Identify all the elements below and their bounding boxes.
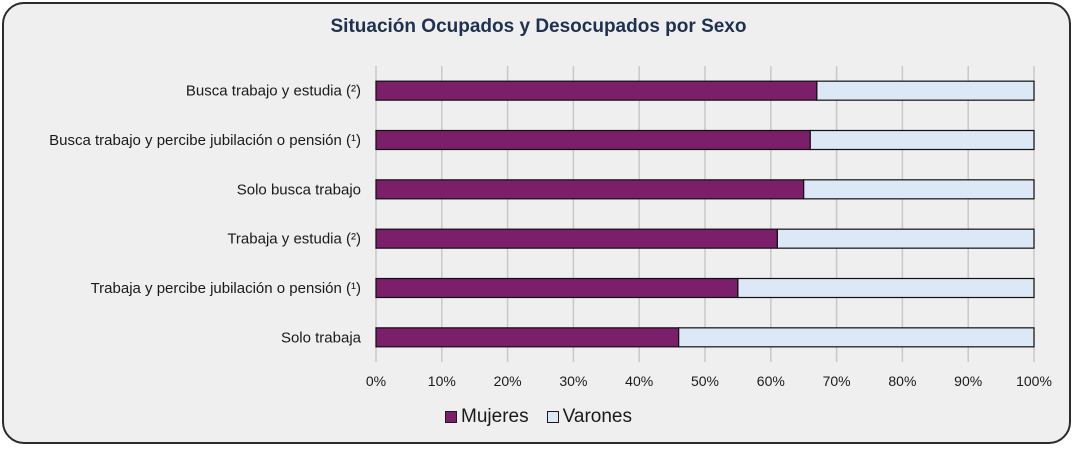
x-tick-label: 90% bbox=[954, 373, 982, 389]
bar-mujeres-5 bbox=[375, 327, 680, 348]
x-tick-label: 100% bbox=[1016, 373, 1052, 389]
legend-item-mujeres: Mujeres bbox=[445, 406, 529, 428]
bar-mujeres-1 bbox=[375, 129, 811, 151]
category-label: Solo trabaja bbox=[281, 329, 362, 346]
x-tick-label: 20% bbox=[494, 373, 522, 389]
legend-swatch-varones bbox=[546, 411, 559, 423]
category-label: Solo busca trabajo bbox=[237, 181, 361, 198]
category-label: Busca trabajo y percibe jubilación o pen… bbox=[49, 132, 361, 149]
legend-swatch-mujeres bbox=[445, 411, 458, 423]
legend: Mujeres Varones bbox=[0, 406, 1077, 428]
bar-mujeres-3 bbox=[375, 228, 778, 249]
category-label: Trabaja y estudia (²) bbox=[227, 231, 361, 248]
x-tick-label: 70% bbox=[823, 373, 851, 389]
legend-item-varones: Varones bbox=[546, 406, 632, 428]
x-tick-label: 10% bbox=[428, 373, 456, 389]
x-tick-label: 80% bbox=[888, 373, 916, 389]
gridlines bbox=[375, 66, 1035, 362]
chart-title: Situación Ocupados y Desocupados por Sex… bbox=[330, 16, 747, 37]
bar-varones-1 bbox=[809, 129, 1035, 151]
legend-label-mujeres: Mujeres bbox=[461, 406, 529, 427]
x-tick-label: 60% bbox=[757, 373, 785, 389]
x-tick-label: 0% bbox=[366, 373, 386, 389]
x-tick-label: 50% bbox=[691, 373, 719, 389]
bar-mujeres-0 bbox=[375, 80, 818, 101]
bar-mujeres-4 bbox=[375, 277, 739, 299]
bar-varones-3 bbox=[776, 228, 1035, 249]
bar-varones-0 bbox=[816, 80, 1035, 101]
chart-frame bbox=[2, 2, 1071, 444]
category-label: Busca trabajo y estudia (²) bbox=[186, 83, 361, 100]
x-tick-label: 30% bbox=[559, 373, 587, 389]
x-axis-ticks: 0% 10% 20% 30% 40% 50% 60% 70% 80% 90% 100% bbox=[366, 373, 1052, 389]
bar-varones-4 bbox=[737, 277, 1035, 299]
category-labels: Busca trabajo y estudia (²) Busca trabajo… bbox=[49, 83, 361, 347]
bars bbox=[375, 80, 1035, 348]
bar-varones-5 bbox=[678, 327, 1035, 348]
x-tick-label: 40% bbox=[625, 373, 653, 389]
bar-mujeres-2 bbox=[375, 179, 805, 200]
legend-label-varones: Varones bbox=[562, 406, 632, 427]
category-label: Trabaja y percibe jubilación o pensión (… bbox=[91, 280, 361, 297]
bar-varones-2 bbox=[803, 179, 1035, 200]
